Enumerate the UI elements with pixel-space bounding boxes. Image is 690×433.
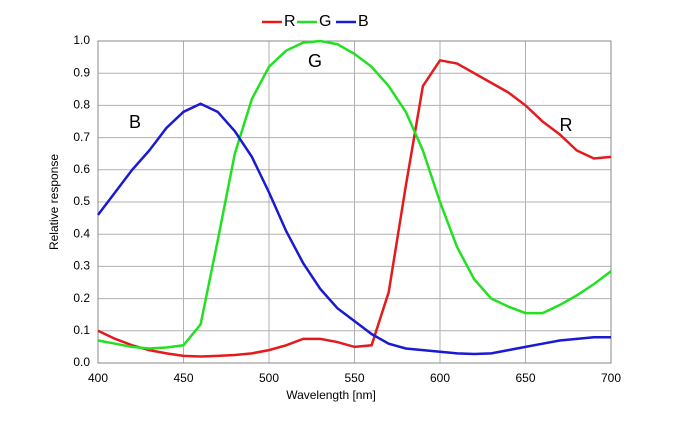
series-line [97, 58, 612, 358]
y-tick-label: 0.9 [73, 65, 90, 79]
x-tick-label: 700 [601, 371, 621, 385]
y-tick-label: 0.3 [73, 259, 90, 273]
y-tick-label: 0.1 [73, 323, 90, 337]
x-tick-label: 400 [88, 371, 108, 385]
legend-label: B [358, 13, 369, 30]
y-tick-label: 0.5 [73, 194, 90, 208]
legend-label: G [319, 13, 331, 30]
series-annotation: R [560, 115, 573, 135]
y-tick-label: 0.8 [73, 98, 90, 112]
y-tick-label: 0.6 [73, 162, 90, 176]
series-annotation: B [129, 112, 141, 132]
x-tick-label: 450 [173, 371, 193, 385]
x-tick-label: 650 [515, 371, 535, 385]
y-tick-label: 1.0 [73, 33, 90, 47]
y-tick-label: 0.2 [73, 291, 90, 305]
y-tick-label: 0.4 [73, 226, 90, 240]
x-tick-label: 550 [344, 371, 364, 385]
plot-frame [97, 40, 612, 364]
series-line [97, 102, 611, 356]
series-line [97, 39, 612, 350]
x-tick-label: 600 [430, 371, 450, 385]
legend-label: R [284, 13, 296, 30]
x-tick-label: 500 [259, 371, 279, 385]
y-axis-title: Relative response [47, 154, 61, 250]
y-tick-label: 0.0 [73, 355, 90, 369]
y-tick-label: 0.7 [73, 130, 90, 144]
x-axis-title: Wavelength [nm] [286, 388, 376, 402]
series-annotation: G [308, 51, 322, 71]
